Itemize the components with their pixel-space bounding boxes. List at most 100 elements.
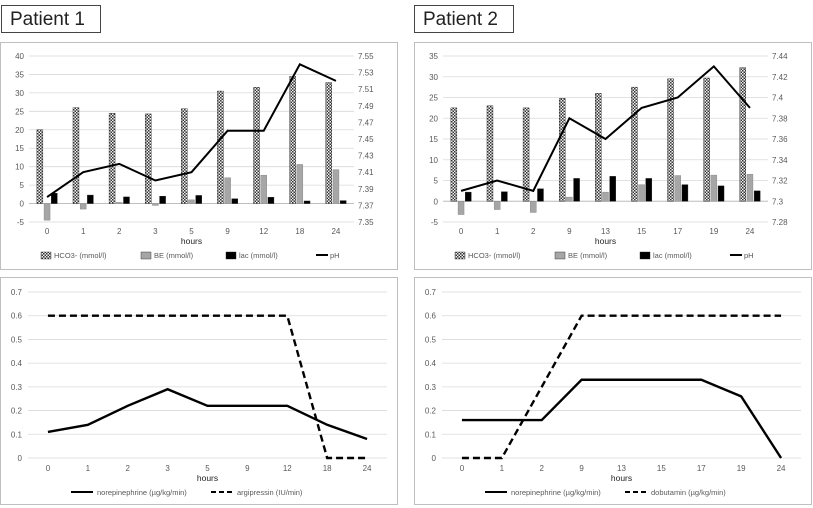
x-axis-title: hours <box>197 473 218 483</box>
x-tick-label: 2 <box>125 464 130 473</box>
patient-2-title: Patient 2 <box>414 5 514 33</box>
hco3-mmol-l-bar <box>72 107 80 204</box>
y-tick-label: 0 <box>434 197 439 206</box>
legend-swatch <box>639 251 651 260</box>
lac-mmol-l-bar <box>231 198 239 204</box>
hco3-mmol-l-bar <box>558 98 566 202</box>
legend-swatch <box>40 251 52 260</box>
y-tick-label: 25 <box>15 107 24 116</box>
x-tick-label: 24 <box>745 227 754 236</box>
lac-mmol-l-bar <box>159 195 166 204</box>
y-tick-label: 15 <box>429 135 438 144</box>
x-tick-label: 2 <box>531 227 536 236</box>
y2-tick-label: 7.55 <box>358 52 374 61</box>
legend-label: HCO3- (mmol/l) <box>54 251 107 260</box>
lac-mmol-l-bar <box>717 185 725 202</box>
x-tick-label: 9 <box>245 464 250 473</box>
y-tick-label: 30 <box>15 89 24 98</box>
lac-mmol-l-bar <box>123 196 130 204</box>
y-tick-label: 0.3 <box>425 383 437 392</box>
legend-swatch <box>454 251 466 260</box>
y2-tick-label: 7.37 <box>358 201 374 210</box>
be-mmol-l-bar <box>710 174 718 202</box>
be-mmol-l-bar <box>260 174 267 204</box>
be-mmol-l-bar <box>638 184 645 202</box>
x-tick-label: 0 <box>45 227 50 236</box>
be-mmol-l-bar <box>566 196 573 202</box>
x-tick-label: 15 <box>637 227 646 236</box>
be-mmol-l-bar <box>116 202 123 204</box>
x-tick-label: 9 <box>225 227 230 236</box>
hco3-mmol-l-bar <box>289 76 296 204</box>
lac-mmol-l-bar <box>753 190 761 202</box>
legend-label: pH <box>330 251 340 260</box>
y-tick-label: 15 <box>15 144 24 153</box>
y-tick-label: 0.2 <box>425 407 437 416</box>
y-tick-label: 5 <box>434 177 439 186</box>
legend-label: argipressin (IU/min) <box>237 488 303 497</box>
x-tick-label: 1 <box>500 464 505 473</box>
x-tick-label: 24 <box>777 464 786 473</box>
be-mmol-l-bar <box>457 201 465 215</box>
ph-line <box>46 63 337 198</box>
lac-mmol-l-bar <box>609 176 616 202</box>
y-tick-label: 35 <box>429 52 438 61</box>
patient-1-drug-chart: 0 0.1 0.2 0.3 0.4 0.5 0.6 0.7 0 1 2 3 5 9 12 18 24 hours n… <box>0 277 398 505</box>
y-tick-label: 35 <box>15 70 24 79</box>
legend-label: norepinephrine (µg/kg/min) <box>97 488 187 497</box>
y-tick-label: 0.6 <box>11 312 23 321</box>
lac-mmol-l-bar <box>645 178 653 202</box>
legend-label: norepinephrine (µg/kg/min) <box>511 488 601 497</box>
norepinephrine-g-kg-min-line <box>461 378 783 459</box>
ph-line <box>460 64 751 193</box>
y2-tick-label: 7.51 <box>358 85 374 94</box>
y2-tick-label: 7.47 <box>358 118 374 127</box>
be-mmol-l-bar <box>43 203 51 221</box>
hco3-mmol-l-bar <box>217 90 224 204</box>
patient-1-title: Patient 1 <box>1 5 101 33</box>
y-tick-label: 0.7 <box>11 288 23 297</box>
y-tick-label: 30 <box>429 73 438 82</box>
legend-label: lac (mmol/l) <box>653 251 692 260</box>
lac-mmol-l-bar <box>537 188 544 202</box>
x-tick-label: 19 <box>709 227 718 236</box>
patient-1-drug-chart-svg: 00.10.20.30.40.50.60.70 1 2 3 5 9 12 18 24hoursn… <box>11 288 387 497</box>
y-tick-label: 0.2 <box>11 407 23 416</box>
be-mmol-l-bar <box>602 191 609 202</box>
y-tick-label: 0.6 <box>425 312 437 321</box>
y-tick-label: -5 <box>17 218 25 227</box>
y2-tick-label: 7.28 <box>772 218 788 227</box>
x-tick-label: 5 <box>189 227 194 236</box>
y2-tick-label: 7.49 <box>358 102 374 111</box>
y-tick-label: 10 <box>429 156 438 165</box>
x-tick-label: 12 <box>259 227 268 236</box>
lac-mmol-l-bar <box>195 195 202 204</box>
x-tick-label: 15 <box>657 464 666 473</box>
legend-label: BE (mmol/l) <box>154 251 194 260</box>
x-tick-label: 2 <box>117 227 122 236</box>
y-tick-label: 0 <box>432 454 437 463</box>
y-tick-label: 5 <box>20 181 25 190</box>
x-tick-label: 24 <box>363 464 372 473</box>
argipressin-iu-min-line <box>47 314 368 460</box>
y2-tick-label: 7.44 <box>772 52 788 61</box>
y-tick-label: 20 <box>15 126 24 135</box>
lac-mmol-l-bar <box>267 197 275 204</box>
legend-swatch <box>140 251 152 260</box>
be-mmol-l-bar <box>332 169 340 204</box>
patient-2-lab-chart: 0 5 10 15 20 25 30 35 -5 7.28 7.3 7.32 7.34 7.36 7.38 7… <box>414 42 812 270</box>
be-mmol-l-bar <box>79 203 87 210</box>
y-tick-label: 10 <box>15 163 24 172</box>
lac-mmol-l-bar <box>87 194 94 204</box>
x-tick-label: 13 <box>617 464 626 473</box>
y2-tick-label: 7.3 <box>772 197 784 206</box>
hco3-mmol-l-bar <box>486 105 494 202</box>
legend-swatch <box>225 251 237 260</box>
be-mmol-l-bar <box>152 203 159 206</box>
y2-tick-label: 7.41 <box>358 168 374 177</box>
y-tick-label: 0 <box>18 454 23 463</box>
legend-label: BE (mmol/l) <box>568 251 608 260</box>
y2-tick-label: 7.32 <box>772 177 788 186</box>
